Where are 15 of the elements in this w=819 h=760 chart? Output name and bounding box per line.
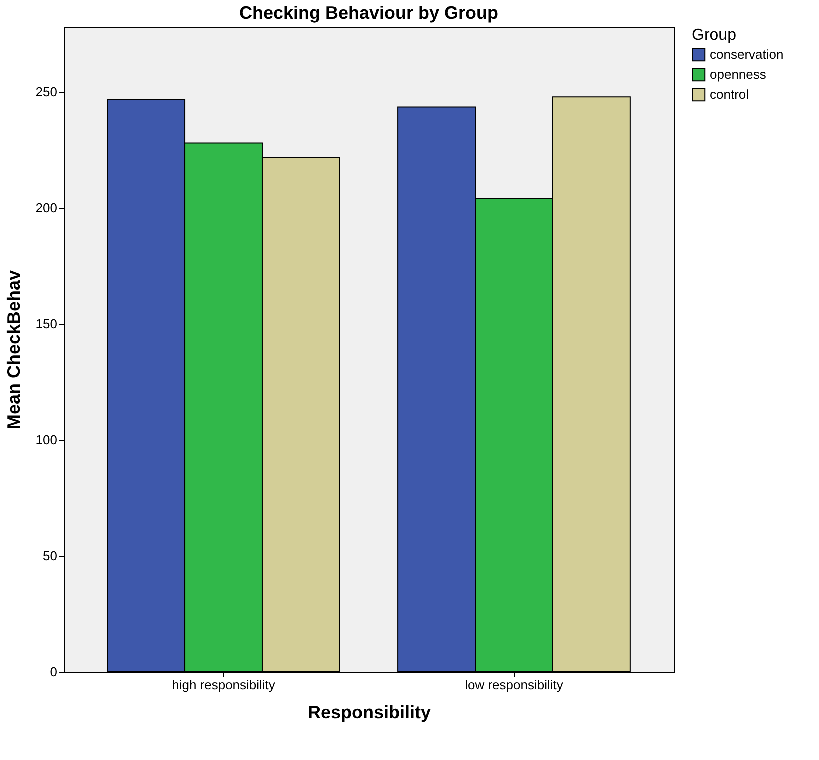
y-tick-label: 0 (50, 664, 58, 680)
y-tick-label: 50 (43, 548, 58, 564)
legend-label: openness (710, 67, 767, 82)
x-axis-title: Responsibility (308, 702, 432, 722)
legend-label: control (710, 87, 750, 102)
legend-label: conservation (710, 47, 784, 62)
x-tick-label: low responsibility (465, 678, 564, 692)
y-tick-label: 100 (36, 432, 58, 448)
y-tick-label: 150 (36, 316, 58, 332)
y-axis-title: Mean CheckBehav (4, 270, 24, 430)
y-tick-label: 250 (36, 84, 58, 100)
chart-title: Checking Behaviour by Group (239, 3, 499, 23)
x-tick-label: high responsibility (172, 678, 276, 692)
legend-title: Group (692, 27, 737, 44)
y-tick-label: 200 (36, 200, 58, 216)
